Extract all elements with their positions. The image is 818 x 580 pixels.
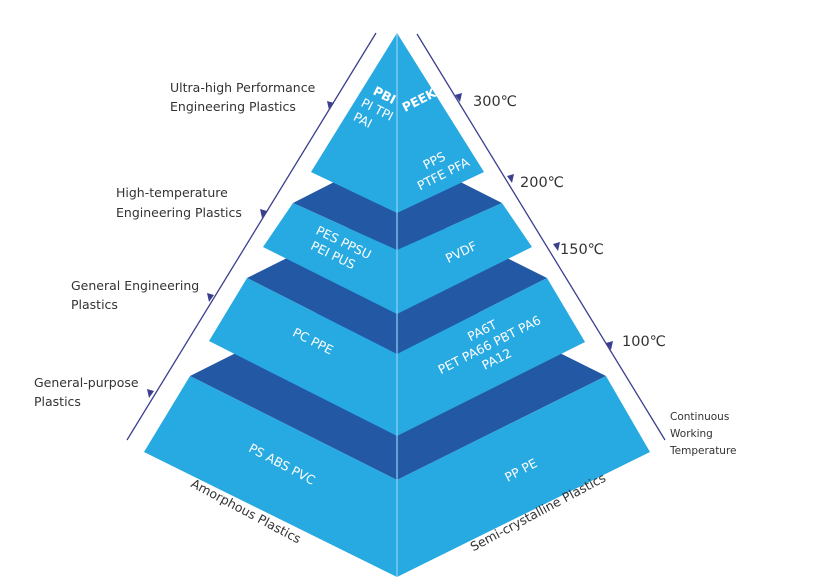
amorphous-face: [209, 278, 397, 436]
temperature-label: 100℃: [622, 334, 666, 350]
category-label: High-temperature: [116, 185, 228, 200]
left-marker-icon: [147, 389, 154, 398]
temperature-label: 200℃: [520, 175, 564, 191]
category-label: Engineering Plastics: [170, 99, 296, 114]
temperature-caption: Temperature: [669, 445, 737, 457]
left-marker-icon: [327, 101, 334, 110]
amorphous-face: [144, 376, 397, 577]
category-label: Engineering Plastics: [116, 205, 242, 220]
category-label: General Engineering: [71, 278, 199, 293]
amorphous-face: [263, 203, 397, 314]
temperature-caption: Working: [670, 428, 713, 440]
right-scale-line: [416, 33, 666, 441]
temperature-label: 300℃: [473, 94, 517, 110]
left-marker-icon: [207, 293, 214, 302]
temperature-label: 150℃: [560, 242, 604, 258]
category-label: Ultra-high Performance: [170, 80, 316, 95]
category-label: Plastics: [34, 394, 81, 409]
temperature-caption: Continuous: [670, 411, 729, 423]
tier-ultra-high-performance: [311, 33, 484, 213]
right-marker-icon: [606, 341, 613, 350]
right-marker-icon: [455, 93, 462, 102]
left-scale-line: [126, 32, 377, 441]
amorphous-face: [311, 33, 397, 213]
semicrystalline-face: [397, 278, 585, 436]
left-marker-icon: [260, 209, 267, 218]
right-marker-icon: [507, 174, 514, 183]
right-marker-icon: [553, 242, 560, 251]
semicrystalline-face: [397, 203, 532, 314]
semicrystalline-face: [397, 376, 650, 577]
category-label: Plastics: [71, 297, 118, 312]
semicrystalline-face: [397, 33, 484, 213]
category-label: General-purpose: [34, 375, 139, 390]
